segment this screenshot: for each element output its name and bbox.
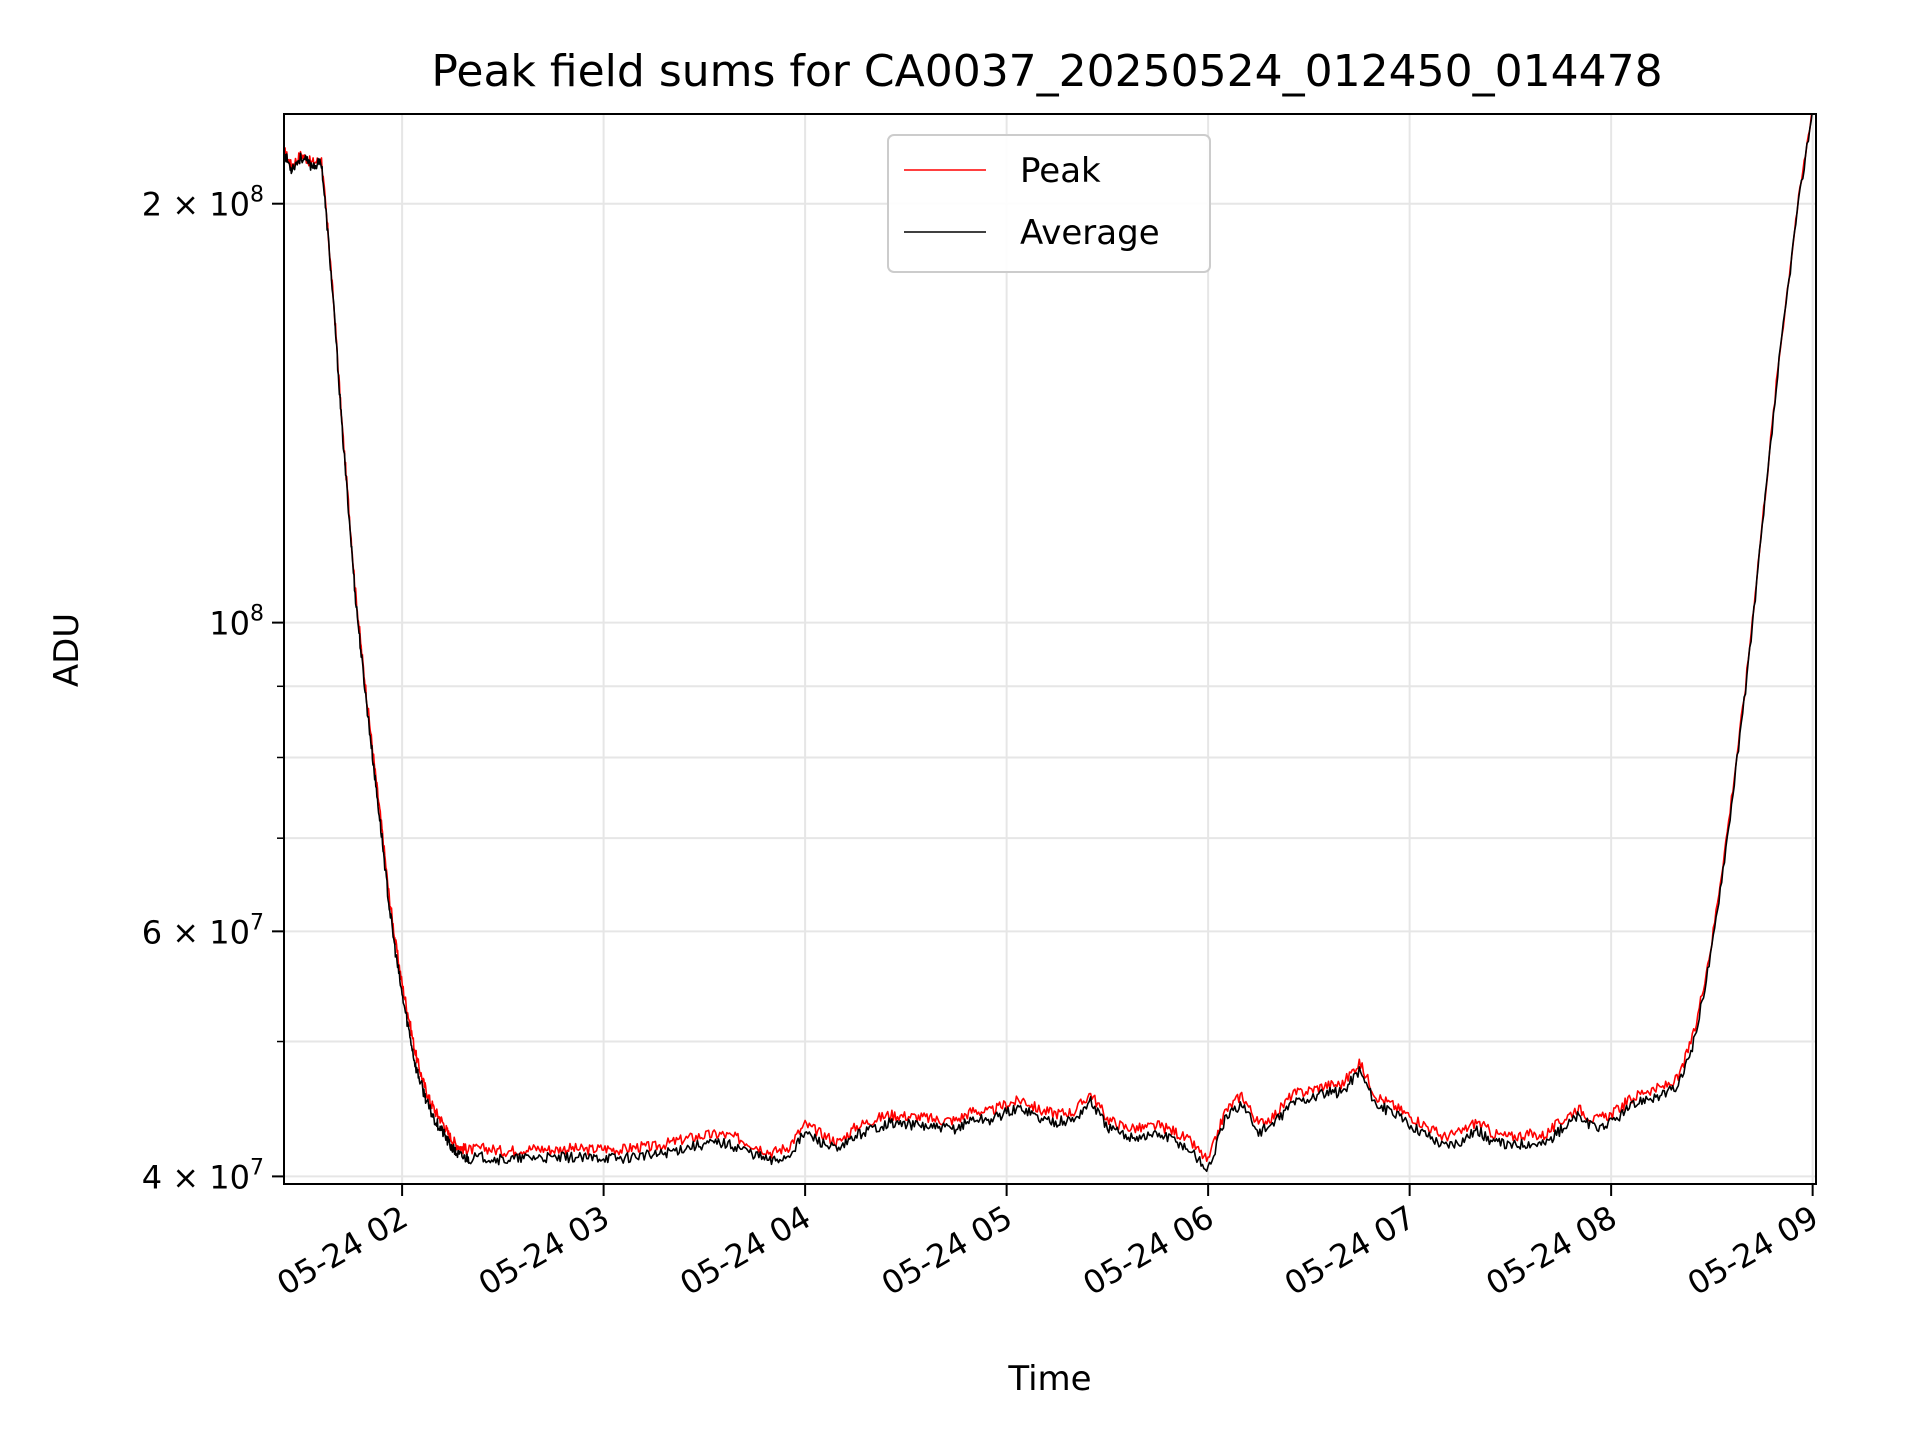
chart-title: Peak field sums for CA0037_20250524_0124… <box>431 46 1662 97</box>
y-tick-mantissa: 2 × 10 <box>142 186 250 224</box>
y-tick-exponent: 7 <box>250 910 264 935</box>
x-axis-label: Time <box>1007 1359 1091 1399</box>
y-tick-label: 108 <box>209 602 264 643</box>
y-tick-mantissa: 6 × 10 <box>142 913 250 951</box>
y-tick-label: 4 × 107 <box>142 1155 264 1196</box>
legend: Peak Average <box>887 134 1211 273</box>
y-tick-label: 6 × 107 <box>142 910 264 951</box>
legend-label-peak: Peak <box>1020 151 1101 191</box>
series-line-peak <box>284 114 1813 1162</box>
legend-label-average: Average <box>1020 213 1160 253</box>
grid <box>284 114 1816 1184</box>
plot-area <box>284 114 1813 1173</box>
y-tick-mantissa: 4 × 10 <box>142 1158 250 1196</box>
plot-frame <box>283 113 1817 1185</box>
y-tick-label: 2 × 108 <box>142 183 264 224</box>
y-tick-exponent: 7 <box>250 1155 264 1180</box>
y-tick-exponent: 8 <box>250 602 264 627</box>
y-tick-exponent: 8 <box>250 183 264 208</box>
series-line-average <box>284 114 1813 1173</box>
y-tick-mantissa: 10 <box>209 605 250 643</box>
y-axis-label: ADU <box>47 613 87 687</box>
